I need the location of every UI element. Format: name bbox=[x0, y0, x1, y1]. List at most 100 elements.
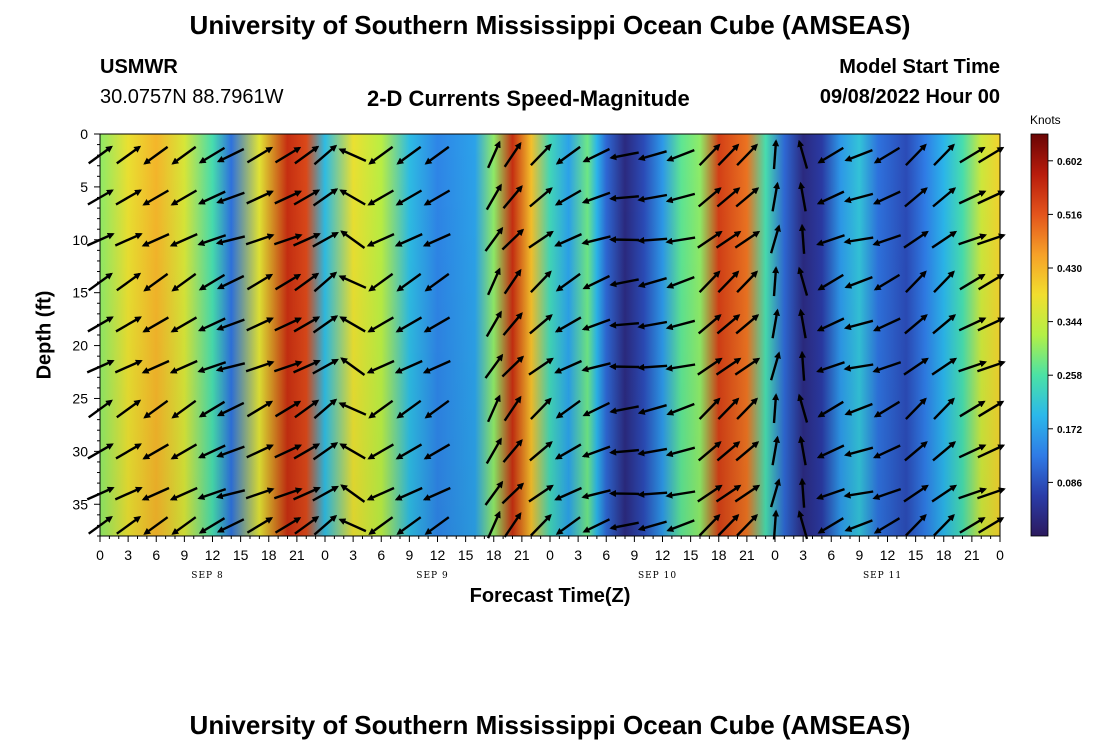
colorbar-ticks: 0.602 0.516 0.430 0.344 0.258 0.172 0.086 bbox=[1048, 157, 1082, 489]
current-vector-arrow bbox=[798, 477, 806, 508]
x-tick-label: 6 bbox=[377, 547, 385, 563]
current-vector-arrow bbox=[958, 444, 987, 459]
x-tick-label: 18 bbox=[486, 547, 502, 563]
x-tick-label: 6 bbox=[602, 547, 610, 563]
current-vector-arrow bbox=[246, 517, 274, 534]
current-vector-arrow bbox=[216, 518, 245, 533]
current-vector-arrow bbox=[555, 399, 581, 419]
current-vector-arrow bbox=[716, 187, 741, 208]
date-label: SEP 9 bbox=[416, 571, 448, 581]
main-title: University of Southern Mississippi Ocean… bbox=[189, 10, 911, 40]
current-vector-arrow bbox=[529, 314, 553, 335]
date-label: SEP 11 bbox=[863, 571, 902, 581]
current-vector-arrow bbox=[246, 190, 274, 205]
x-tick-label: 12 bbox=[880, 547, 896, 563]
current-vector-arrow bbox=[872, 361, 902, 373]
current-vector-arrow bbox=[170, 443, 198, 460]
current-vector-arrow bbox=[873, 400, 901, 418]
current-vector-arrow bbox=[697, 230, 723, 249]
current-vector-arrow bbox=[772, 393, 780, 424]
current-vector-arrow bbox=[216, 274, 245, 290]
current-vector-arrow bbox=[843, 363, 874, 372]
current-vector-arrow bbox=[197, 361, 227, 373]
current-vector-arrow bbox=[816, 487, 845, 500]
current-vector-arrow bbox=[339, 189, 366, 206]
current-vector-arrow bbox=[872, 444, 901, 459]
current-vector-arrow bbox=[169, 233, 198, 247]
x-tick-label: 12 bbox=[430, 547, 446, 563]
current-vector-arrow bbox=[197, 234, 227, 246]
current-vector-arrow bbox=[395, 316, 423, 333]
current-vector-arrow bbox=[977, 190, 1006, 205]
current-vector-arrow bbox=[666, 148, 695, 162]
current-vector-arrow bbox=[396, 399, 422, 419]
current-vector-arrow bbox=[115, 189, 142, 206]
current-vector-arrow bbox=[396, 145, 422, 165]
colorbar-tick-label: 0.258 bbox=[1057, 371, 1082, 382]
x-tick-label: 6 bbox=[152, 547, 160, 563]
current-vector-arrow bbox=[313, 271, 338, 293]
x-tick-label: 3 bbox=[349, 547, 357, 563]
current-vector-arrow bbox=[245, 360, 275, 373]
current-vector-arrow bbox=[735, 187, 760, 208]
current-vector-arrow bbox=[554, 316, 582, 333]
current-vector-arrow bbox=[843, 446, 874, 458]
current-vector-arrow bbox=[977, 273, 1005, 291]
x-tick-label: 15 bbox=[908, 547, 924, 563]
station-id: USMWR bbox=[100, 56, 178, 78]
current-vector-arrow bbox=[484, 480, 504, 506]
current-vector-arrow bbox=[609, 448, 640, 456]
current-vector-arrow bbox=[484, 353, 504, 379]
current-vector-arrow bbox=[977, 233, 1006, 246]
current-vector-arrow bbox=[581, 235, 611, 246]
heatmap-depth-shade bbox=[100, 134, 1000, 536]
current-vector-arrow bbox=[637, 193, 668, 203]
current-vector-arrow bbox=[717, 513, 740, 537]
current-vector-arrow bbox=[932, 441, 957, 462]
current-vector-arrow bbox=[396, 516, 422, 535]
current-vector-arrow bbox=[697, 441, 722, 462]
current-vector-arrow bbox=[116, 399, 142, 419]
current-vector-arrow bbox=[844, 275, 873, 289]
current-vector-arrow bbox=[698, 270, 721, 294]
current-vector-arrow bbox=[143, 516, 169, 535]
current-vector-arrow bbox=[530, 513, 552, 537]
current-vector-arrow bbox=[313, 514, 338, 536]
colorbar bbox=[1031, 134, 1048, 536]
current-vector-arrow bbox=[581, 318, 611, 331]
current-vector-arrow bbox=[905, 397, 927, 420]
current-vector-arrow bbox=[609, 489, 640, 497]
current-vector-arrow bbox=[274, 400, 302, 418]
x-tick-label: 21 bbox=[289, 547, 305, 563]
current-vector-arrow bbox=[933, 397, 955, 420]
current-vector-arrow bbox=[771, 181, 780, 212]
current-vector-arrow bbox=[197, 190, 226, 205]
current-vector-arrow bbox=[637, 277, 667, 288]
current-vector-arrow bbox=[528, 230, 554, 249]
current-vector-arrow bbox=[116, 145, 142, 165]
current-vector-arrow bbox=[394, 359, 423, 374]
current-vector-arrow bbox=[197, 444, 226, 459]
current-vector-arrow bbox=[339, 443, 366, 460]
current-vector-arrow bbox=[487, 267, 501, 296]
current-vector-arrow bbox=[977, 317, 1006, 332]
current-vector-arrow bbox=[637, 320, 668, 330]
current-vector-arrow bbox=[368, 516, 394, 535]
current-vector-arrow bbox=[717, 270, 740, 294]
speed-heatmap-chart: 0 3 6 9 12 15 18 21 0 3 6 9 12 15 18 21 0 3 6 9 12 15 18 21 0 3 6 9… bbox=[72, 126, 1082, 581]
current-vector-arrow bbox=[503, 512, 522, 538]
x-tick-label: 21 bbox=[739, 547, 755, 563]
current-vector-arrow bbox=[715, 357, 742, 376]
current-vector-arrow bbox=[339, 316, 366, 333]
x-tick-label: 12 bbox=[655, 547, 671, 563]
current-vector-arrow bbox=[143, 399, 169, 419]
current-vector-arrow bbox=[294, 145, 320, 165]
current-vector-arrow bbox=[931, 230, 958, 249]
x-tick-label: 0 bbox=[771, 547, 779, 563]
x-tick-label: 12 bbox=[205, 547, 221, 563]
current-vector-arrow bbox=[637, 236, 668, 244]
current-vector-arrow bbox=[274, 317, 303, 332]
current-vector-arrow bbox=[293, 486, 321, 501]
current-vector-arrow bbox=[771, 435, 780, 466]
current-vector-arrow bbox=[816, 234, 845, 246]
